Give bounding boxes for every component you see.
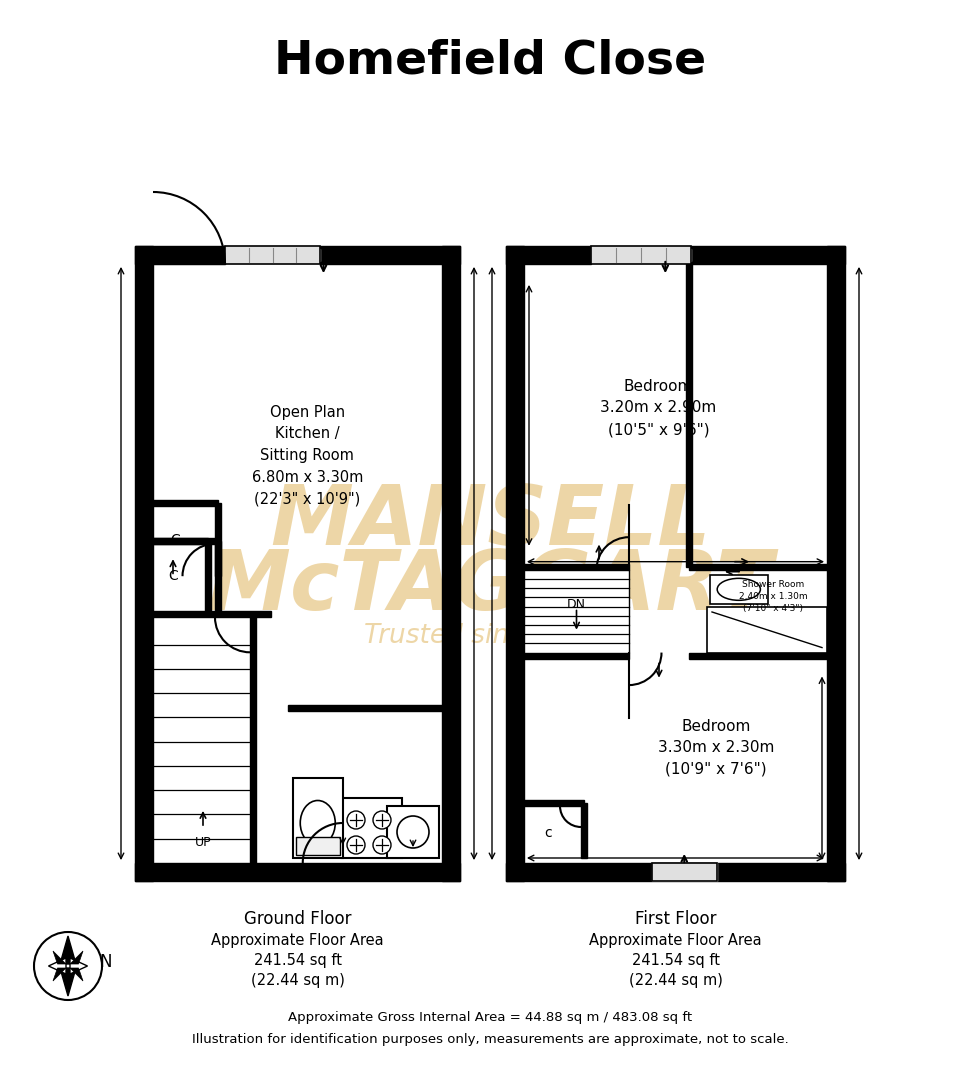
- Polygon shape: [60, 936, 76, 964]
- Bar: [581, 803, 587, 858]
- Ellipse shape: [397, 816, 429, 848]
- Text: Illustration for identification purposes only, measurements are approximate, not: Illustration for identification purposes…: [192, 1032, 788, 1045]
- Bar: [342, 798, 402, 858]
- Bar: [153, 538, 218, 544]
- Text: Approximate Floor Area: Approximate Floor Area: [589, 934, 761, 948]
- Circle shape: [347, 836, 365, 854]
- Text: Ground Floor: Ground Floor: [244, 910, 351, 928]
- Bar: [524, 800, 584, 806]
- Bar: [652, 863, 716, 882]
- Text: Homefield Close: Homefield Close: [274, 38, 706, 84]
- Bar: [320, 245, 460, 264]
- Bar: [506, 863, 845, 882]
- Text: Bedroom
3.30m x 2.30m
(10'9" x 7'6"): Bedroom 3.30m x 2.30m (10'9" x 7'6"): [658, 719, 774, 777]
- Bar: [225, 249, 320, 261]
- Polygon shape: [70, 968, 83, 981]
- Text: McTAGGART: McTAGGART: [207, 546, 773, 626]
- Ellipse shape: [300, 801, 335, 846]
- Bar: [524, 570, 629, 652]
- Text: 241.54 sq ft: 241.54 sq ft: [631, 954, 719, 969]
- Bar: [225, 245, 320, 264]
- Text: C: C: [169, 570, 178, 584]
- Circle shape: [373, 836, 391, 854]
- Bar: [827, 245, 845, 882]
- Text: Shower Room
2.40m x 1.30m
(7'10" x 4'3"): Shower Room 2.40m x 1.30m (7'10" x 4'3"): [739, 580, 808, 612]
- Text: C: C: [171, 532, 180, 547]
- Text: DN: DN: [567, 598, 586, 611]
- Bar: [710, 575, 767, 604]
- Polygon shape: [53, 968, 66, 981]
- Text: Approximate Gross Internal Area = 44.88 sq m / 483.08 sq ft: Approximate Gross Internal Area = 44.88 …: [288, 1010, 692, 1023]
- Polygon shape: [70, 958, 87, 974]
- Text: UP: UP: [195, 837, 212, 850]
- Text: N: N: [100, 954, 113, 971]
- Bar: [296, 837, 340, 855]
- Text: (22.44 sq m): (22.44 sq m): [251, 972, 344, 987]
- Text: (22.44 sq m): (22.44 sq m): [628, 972, 722, 987]
- Bar: [591, 245, 691, 264]
- Bar: [387, 806, 439, 858]
- Bar: [296, 837, 340, 855]
- Bar: [442, 245, 460, 882]
- Bar: [215, 503, 221, 576]
- Bar: [293, 778, 343, 858]
- Polygon shape: [60, 968, 76, 996]
- Bar: [250, 614, 256, 863]
- Text: Bedroom
3.20m x 2.90m
(10'5" x 9'6"): Bedroom 3.20m x 2.90m (10'5" x 9'6"): [601, 379, 716, 437]
- Bar: [506, 245, 524, 882]
- Polygon shape: [48, 958, 66, 974]
- Bar: [135, 863, 460, 882]
- Text: First Floor: First Floor: [635, 910, 716, 928]
- Bar: [153, 538, 208, 544]
- Text: Trusted since 1947: Trusted since 1947: [365, 623, 615, 649]
- Bar: [153, 500, 218, 506]
- Text: Approximate Floor Area: Approximate Floor Area: [211, 934, 384, 948]
- Bar: [652, 863, 716, 882]
- Bar: [153, 611, 271, 618]
- Circle shape: [373, 811, 391, 829]
- Bar: [524, 652, 629, 659]
- Polygon shape: [70, 951, 83, 964]
- Bar: [215, 541, 221, 611]
- Bar: [288, 705, 442, 711]
- Bar: [689, 652, 827, 659]
- Text: c: c: [544, 826, 552, 840]
- Ellipse shape: [717, 578, 760, 600]
- Text: MANSELL: MANSELL: [270, 480, 710, 562]
- Bar: [689, 564, 827, 570]
- Bar: [135, 245, 225, 264]
- Bar: [506, 245, 591, 264]
- Bar: [691, 245, 845, 264]
- Text: Open Plan
Kitchen /
Sitting Room
6.80m x 3.30m
(22'3" x 10'9"): Open Plan Kitchen / Sitting Room 6.80m x…: [252, 405, 363, 506]
- Bar: [686, 264, 692, 566]
- Bar: [205, 541, 211, 611]
- Bar: [524, 564, 629, 570]
- Circle shape: [347, 811, 365, 829]
- Text: 241.54 sq ft: 241.54 sq ft: [254, 954, 341, 969]
- Bar: [135, 245, 153, 882]
- Polygon shape: [53, 951, 66, 964]
- Bar: [707, 607, 827, 652]
- Bar: [591, 249, 691, 261]
